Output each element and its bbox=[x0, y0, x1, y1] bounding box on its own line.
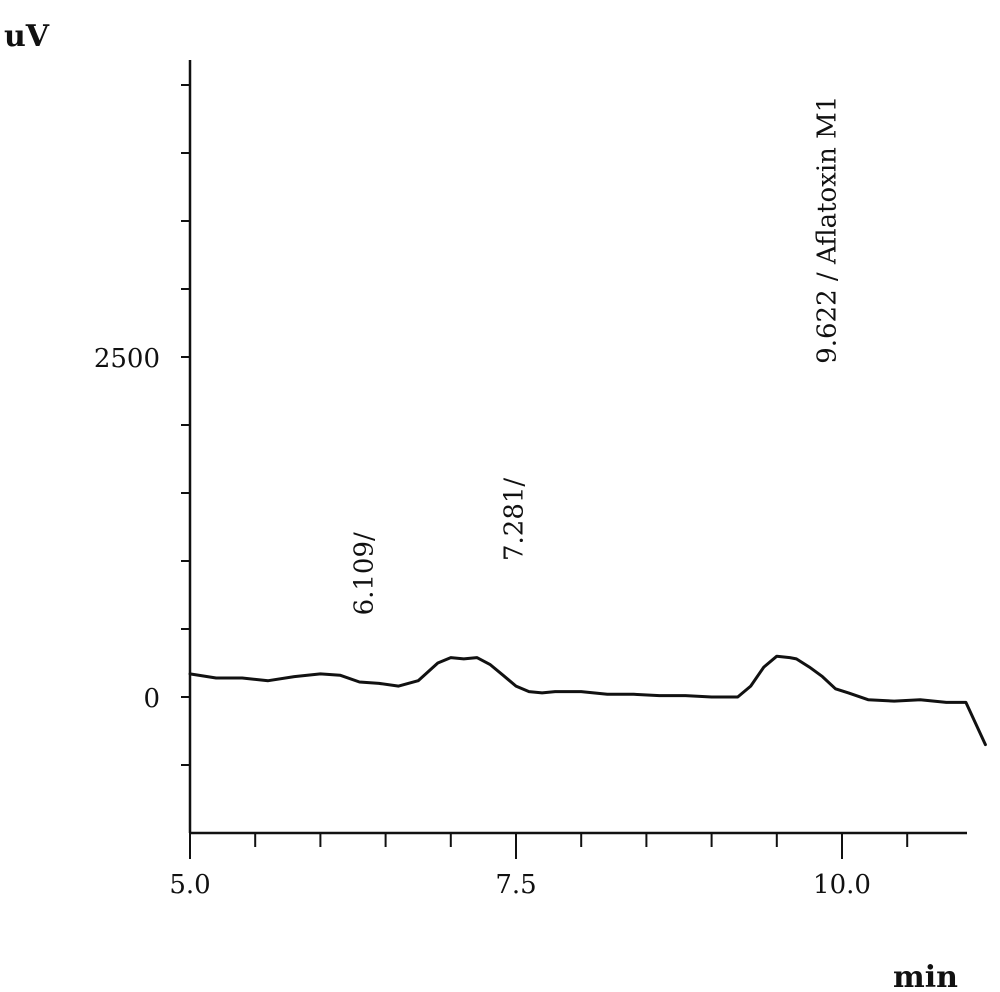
axes bbox=[188, 60, 967, 835]
x-tick-label: 7.5 bbox=[495, 870, 536, 900]
peak-label: 7.281/ bbox=[500, 478, 530, 561]
chromatogram-trace bbox=[188, 654, 987, 747]
trace-layer bbox=[188, 654, 987, 747]
peak-label: 9.622 / Aflatoxin M1 bbox=[812, 96, 842, 364]
x-tick-label: 10.0 bbox=[813, 870, 871, 900]
y-tick-label: 2500 bbox=[94, 344, 160, 374]
peak-label: 6.109/ bbox=[350, 532, 380, 615]
y-axis-label: uV bbox=[4, 19, 50, 54]
x-tick-label: 5.0 bbox=[169, 870, 210, 900]
y-ticks: 0 2500 bbox=[94, 84, 190, 766]
y-tick-label: 0 bbox=[143, 684, 160, 714]
annotation-layer: 6.109/7.281/9.622 / Aflatoxin M1 bbox=[350, 96, 843, 616]
x-axis-label: min bbox=[893, 960, 958, 992]
x-ticks: 5.0 7.5 10.0 bbox=[169, 833, 909, 900]
